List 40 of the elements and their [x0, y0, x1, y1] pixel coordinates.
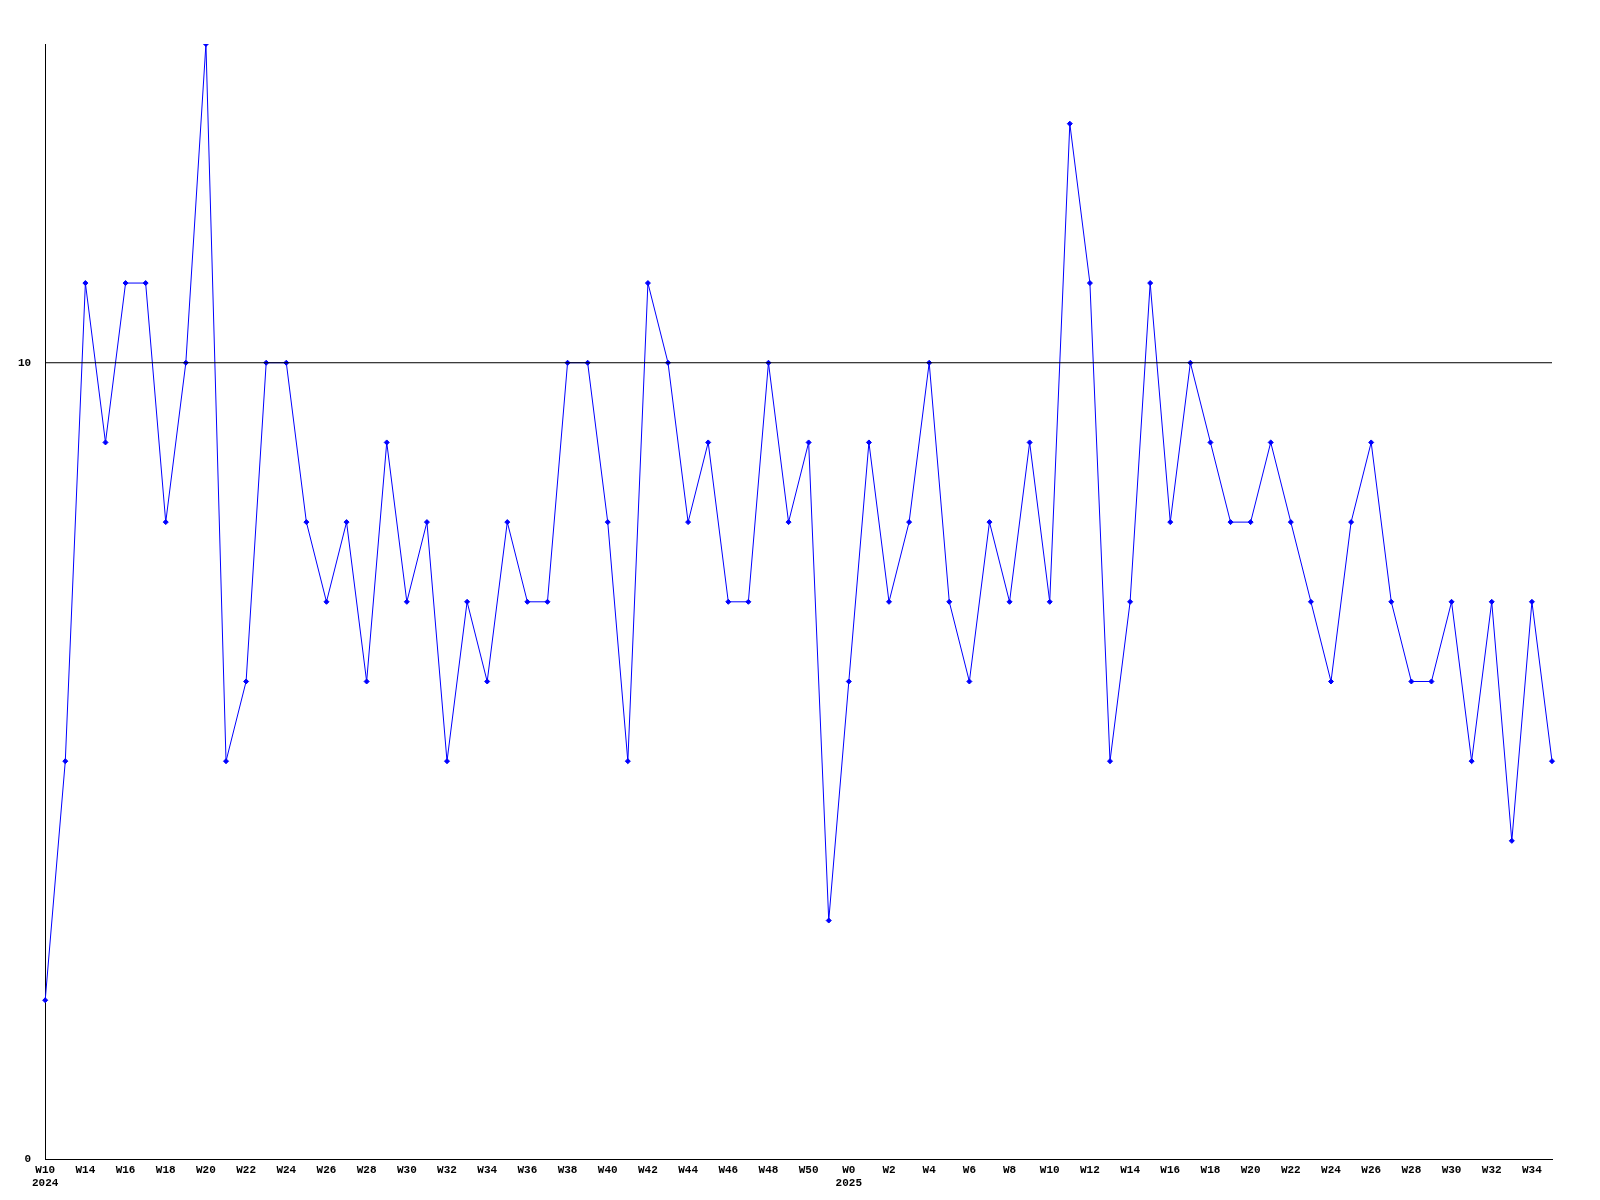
x-tick-label: W16 [1160, 1163, 1181, 1176]
x-tick-label: W12 [1080, 1163, 1100, 1176]
x-tick-label: W40 [597, 1163, 618, 1176]
x-tick-label: W0 2025 [835, 1163, 863, 1190]
x-tick-label: W6 [962, 1163, 976, 1176]
x-tick-label: W24 [276, 1163, 297, 1176]
x-tick-label: W44 [678, 1163, 699, 1176]
x-tick-label: W2 [882, 1163, 896, 1176]
x-tick-label: W20 [1240, 1163, 1261, 1176]
x-tick-label: W36 [517, 1163, 538, 1176]
x-tick-label: W24 [1321, 1163, 1342, 1176]
x-tick-label: W28 [1401, 1163, 1422, 1176]
x-tick-label: W50 [798, 1163, 819, 1176]
x-tick-label: W14 [1120, 1163, 1141, 1176]
x-tick-label: W26 [1361, 1163, 1382, 1176]
x-tick-label: W30 [1441, 1163, 1462, 1176]
x-tick-label: W22 [236, 1163, 257, 1176]
x-tick-label: W42 [638, 1163, 658, 1176]
x-tick-label: W34 [477, 1163, 498, 1176]
x-tick-label: W10 2024 [32, 1163, 59, 1190]
x-tick-label: W34 [1522, 1163, 1543, 1176]
x-tick-label: W20 [196, 1163, 216, 1176]
x-tick-label: W46 [718, 1163, 739, 1176]
x-tick-label: W28 [356, 1163, 377, 1176]
x-tick-label: W14 [75, 1163, 96, 1176]
x-tick-label: W22 [1280, 1163, 1301, 1176]
x-tick-label: W16 [115, 1163, 136, 1176]
x-tick-label: W26 [316, 1163, 337, 1176]
x-tick-label: W4 [922, 1163, 937, 1176]
x-tick-label: W48 [758, 1163, 779, 1176]
x-tick-label: W18 [1200, 1163, 1221, 1176]
x-tick-label: W10 [1039, 1163, 1060, 1176]
x-tick-label: W32 [1481, 1163, 1502, 1176]
x-tick-label: W8 [1002, 1163, 1017, 1176]
x-tick-label: W32 [437, 1163, 457, 1176]
y-tick-label: 10 [18, 356, 32, 369]
y-tick-label: 0 [24, 1153, 32, 1166]
x-tick-label: W38 [557, 1163, 578, 1176]
x-tick-label: W18 [155, 1163, 177, 1176]
x-tick-label: W30 [396, 1163, 417, 1176]
